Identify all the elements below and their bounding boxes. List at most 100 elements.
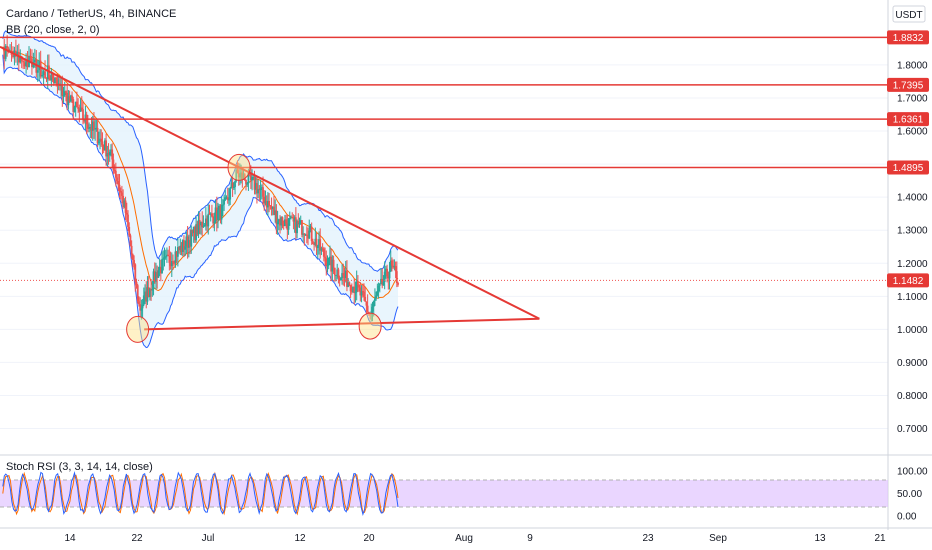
candle-body	[168, 256, 171, 263]
candle-body	[223, 199, 225, 205]
candle-body	[264, 200, 267, 204]
candle-body	[274, 210, 277, 216]
candle-body	[208, 213, 211, 215]
price-tick-label: 1.2000	[897, 259, 928, 270]
candle-body	[3, 46, 6, 59]
candle-body	[191, 230, 194, 234]
candle-body	[337, 269, 340, 278]
candle-body	[186, 236, 189, 248]
price-level-badge	[887, 77, 929, 92]
time-tick-label: 9	[527, 533, 533, 544]
candle-body	[113, 170, 116, 172]
time-tick-label: 20	[363, 533, 375, 544]
candle-body	[74, 101, 77, 108]
candle-body	[12, 54, 14, 58]
highlight-circle	[227, 153, 251, 181]
candle-body	[23, 62, 26, 67]
candle-body	[184, 246, 187, 250]
candle-body	[77, 107, 80, 110]
candle-body	[249, 173, 252, 181]
candle-body	[211, 213, 213, 217]
candle-body	[110, 149, 112, 152]
time-tick-label: Aug	[455, 533, 473, 544]
candle-body	[145, 291, 148, 302]
candle-body	[359, 287, 362, 296]
price-level-badge	[887, 160, 929, 175]
stoch-d-line	[2, 471, 399, 516]
candle-body	[71, 95, 73, 100]
candle-body	[121, 192, 123, 196]
candle-body	[315, 238, 318, 248]
candle-body	[271, 206, 274, 210]
candle-body	[344, 270, 347, 278]
candle-body	[348, 282, 351, 286]
candle-body	[354, 291, 357, 294]
candle-body	[338, 277, 341, 281]
candle-body	[372, 300, 375, 307]
candle-body	[187, 240, 190, 248]
candle-body	[237, 173, 240, 178]
candle-body	[123, 200, 126, 207]
candle-body	[268, 200, 271, 206]
price-level-badge-label: 1.6361	[893, 115, 924, 126]
stoch-k-line	[2, 471, 399, 517]
candle-body	[135, 281, 138, 286]
candle-body	[4, 46, 7, 59]
candle-body	[247, 172, 250, 184]
candle-body	[79, 107, 82, 112]
candle-body	[203, 225, 206, 227]
bollinger-band-fill	[2, 30, 399, 348]
candle-body	[134, 264, 137, 282]
candle-body	[277, 219, 280, 222]
candle-body	[236, 169, 239, 174]
candle-body	[68, 96, 71, 102]
candle-body	[96, 127, 99, 144]
candle-body	[294, 217, 297, 234]
candle-body	[256, 183, 258, 194]
candle-body	[310, 226, 313, 242]
candle-body	[95, 127, 98, 129]
candle-body	[226, 197, 229, 200]
candle-body	[318, 239, 320, 247]
candle-body	[221, 204, 224, 206]
candle-body	[307, 235, 309, 239]
candle-body	[50, 73, 53, 81]
candle-body	[342, 273, 345, 276]
candle-body	[254, 183, 257, 190]
time-tick-label: 12	[294, 533, 306, 544]
candle-body	[133, 260, 135, 265]
highlight-circle	[358, 312, 382, 340]
candle-body	[189, 240, 191, 247]
candle-body	[118, 184, 121, 192]
candle-body	[388, 271, 391, 279]
candle-body	[173, 262, 176, 264]
candle-body	[301, 220, 303, 235]
candle-body	[393, 266, 396, 268]
candle-body	[151, 289, 154, 291]
candle-body	[36, 70, 39, 73]
candle-body	[150, 288, 153, 291]
candle-body	[197, 220, 200, 235]
candle-body	[258, 189, 261, 191]
price-level-badge-label: 1.1482	[893, 276, 924, 287]
candle-body	[112, 159, 115, 171]
candle-body	[161, 259, 163, 274]
candle-body	[162, 258, 165, 260]
candle-body	[54, 77, 56, 84]
candle-body	[375, 295, 378, 299]
price-tick-label: 0.8000	[897, 391, 928, 402]
candle-body	[333, 267, 336, 276]
candle-body	[156, 272, 159, 278]
candle-body	[164, 256, 167, 258]
candle-body	[280, 217, 283, 226]
stoch-tick-label: 100.00	[897, 467, 928, 478]
candle-body	[321, 248, 324, 250]
candle-body	[45, 78, 48, 80]
candle-body	[363, 291, 365, 297]
candle-body	[16, 51, 19, 57]
candle-body	[39, 60, 42, 77]
candle-body	[93, 121, 95, 130]
candle-body	[108, 151, 111, 156]
candle-body	[144, 291, 146, 296]
